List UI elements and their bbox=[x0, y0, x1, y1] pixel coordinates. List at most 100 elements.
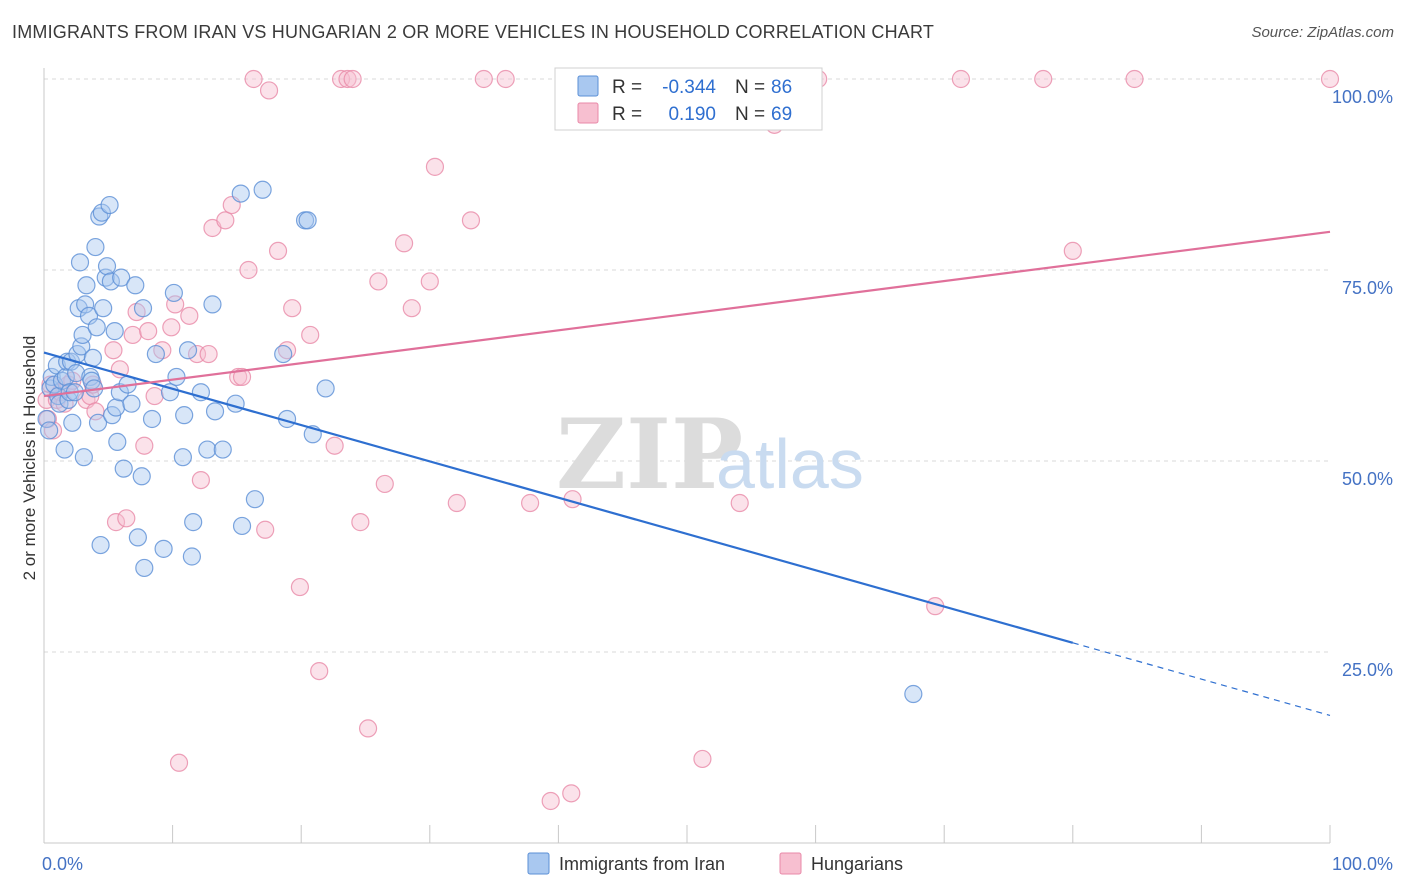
hungarians-point bbox=[402, 299, 421, 318]
hungarians-point bbox=[290, 577, 310, 597]
iran-point bbox=[226, 394, 245, 413]
bottom-legend-label-hungarians: Hungarians bbox=[811, 854, 903, 874]
iran-point bbox=[88, 413, 108, 432]
iran-point bbox=[37, 409, 56, 429]
gridlines bbox=[44, 78, 1330, 653]
legend-r-label-iran: R = bbox=[612, 77, 642, 98]
iran-point bbox=[232, 516, 252, 536]
legend-n-label-iran: N = bbox=[735, 77, 765, 98]
iran-point bbox=[133, 299, 153, 318]
watermark-atlas: atlas bbox=[716, 425, 864, 503]
iran-point bbox=[76, 295, 95, 314]
hungarians-point bbox=[474, 69, 493, 89]
iran-point bbox=[108, 432, 127, 451]
iran-point bbox=[135, 558, 154, 578]
bottom-legend-label-iran: Immigrants from Iran bbox=[559, 854, 725, 874]
hungarians-point bbox=[180, 306, 199, 325]
y-tick-label-25: 25.0% bbox=[1342, 660, 1393, 680]
legend-swatch-hungarians bbox=[577, 102, 599, 124]
iran-point bbox=[142, 409, 162, 429]
iran-point bbox=[40, 421, 59, 440]
iran-point bbox=[167, 367, 186, 387]
hungarians-point bbox=[461, 211, 481, 230]
iran-point bbox=[70, 253, 90, 272]
hungarians-point bbox=[338, 69, 357, 89]
iran-point bbox=[205, 402, 225, 421]
iran-point bbox=[245, 490, 265, 509]
hungarians-point bbox=[123, 325, 142, 345]
iran-point bbox=[184, 513, 203, 532]
source-label: Source: ZipAtlas.com bbox=[1251, 24, 1394, 41]
hungarians-point bbox=[420, 272, 439, 291]
hungarians-point bbox=[541, 791, 560, 811]
hungarians-point bbox=[1034, 69, 1053, 89]
hungarians-point bbox=[104, 341, 123, 360]
hungarians-point bbox=[162, 318, 181, 337]
y-axis-label: 2 or more Vehicles in Household bbox=[20, 336, 39, 581]
iran-point bbox=[178, 341, 198, 360]
iran-point bbox=[63, 413, 82, 432]
chart-title: IMMIGRANTS FROM IRAN VS HUNGARIAN 2 OR M… bbox=[12, 22, 935, 42]
watermark-zip: ZIP bbox=[556, 398, 743, 511]
x-tick-label-100: 100.0% bbox=[1332, 854, 1393, 874]
iran-point bbox=[112, 268, 131, 287]
hungarians-point bbox=[447, 493, 466, 513]
bottom-legend-swatch-iran bbox=[527, 852, 550, 875]
hungarians-point bbox=[216, 211, 235, 230]
tick-labels: 25.0% 50.0% 75.0% 100.0% 0.0% 100.0% bbox=[42, 87, 1393, 874]
hungarians-point bbox=[1125, 69, 1144, 89]
hungarians-point bbox=[117, 509, 136, 528]
legend-n-value-iran: 86 bbox=[771, 77, 792, 98]
hungarians-point bbox=[693, 749, 712, 769]
hungarians-point bbox=[375, 474, 394, 494]
iran-point bbox=[175, 406, 194, 425]
trend-lines bbox=[43, 230, 1331, 716]
iran-point bbox=[122, 394, 141, 413]
iran-point bbox=[173, 448, 192, 467]
hungarians-point bbox=[343, 69, 362, 89]
hungarians-point bbox=[259, 81, 279, 100]
iran-point bbox=[274, 344, 293, 364]
iran-point bbox=[253, 180, 272, 199]
hungarians-point bbox=[521, 493, 540, 513]
hungarians-point bbox=[135, 436, 154, 455]
hungarians-point bbox=[425, 157, 445, 176]
legend-r-label-hungarians: R = bbox=[612, 104, 642, 125]
iran-point bbox=[86, 237, 105, 257]
bottom-legend-swatch-hungarians bbox=[779, 852, 802, 875]
iran-point bbox=[55, 440, 74, 459]
legend-r-value-hungarians: 0.190 bbox=[668, 104, 716, 125]
iran-point bbox=[154, 539, 173, 558]
series-hungarians-points bbox=[37, 69, 1340, 811]
hungarians-point bbox=[283, 299, 302, 318]
iran-point bbox=[101, 272, 120, 291]
hungarians-point bbox=[139, 322, 158, 341]
iran-point bbox=[316, 379, 335, 398]
hungarians-point bbox=[496, 69, 515, 89]
series-legend: Immigrants from Iran Hungarians bbox=[527, 852, 903, 875]
iran-point bbox=[74, 448, 93, 467]
hungarians-point bbox=[730, 493, 749, 513]
hungarians-point bbox=[562, 784, 581, 803]
iran-point bbox=[67, 364, 86, 383]
iran-point bbox=[182, 547, 201, 566]
hungarians-point bbox=[301, 325, 320, 345]
iran-point bbox=[59, 390, 78, 409]
iran-point bbox=[132, 467, 151, 486]
iran-point bbox=[164, 283, 183, 303]
legend-n-label-hungarians: N = bbox=[735, 104, 765, 125]
legend-swatch-iran bbox=[577, 75, 599, 97]
hungarians-point bbox=[239, 260, 258, 280]
hungarians-point bbox=[310, 661, 329, 681]
series-iran-points bbox=[37, 180, 923, 704]
hungarians-point bbox=[169, 753, 189, 772]
iran-point bbox=[91, 535, 110, 555]
hungarians-point bbox=[199, 344, 218, 364]
hungarians-point bbox=[1063, 241, 1082, 260]
x-tick-label-0: 0.0% bbox=[42, 854, 83, 874]
iran-point bbox=[77, 276, 96, 295]
y-tick-label-50: 50.0% bbox=[1342, 469, 1393, 489]
iran-point bbox=[94, 299, 113, 318]
hungarians-point bbox=[256, 520, 275, 539]
